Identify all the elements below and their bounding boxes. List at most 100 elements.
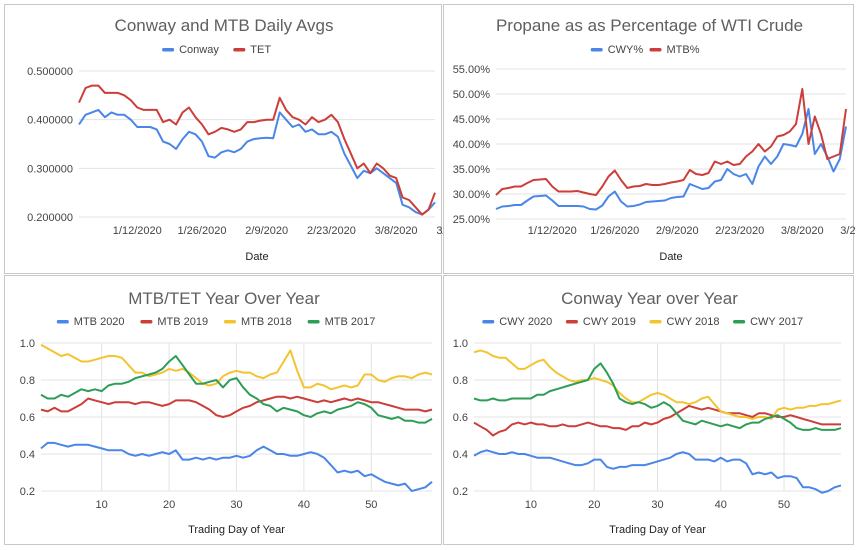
- y-tick-label: 25.00%: [453, 214, 491, 226]
- y-tick-label: 0.200000: [27, 212, 73, 224]
- legend-swatch: [565, 320, 578, 324]
- series-line-mtb-2017[interactable]: [40, 355, 433, 424]
- legend-item[interactable]: MTB 2020: [56, 316, 125, 328]
- x-tick-label: 40: [298, 499, 310, 511]
- y-tick-label: 0.500000: [27, 66, 73, 78]
- legend-item[interactable]: MTB%: [649, 44, 700, 56]
- x-tick-label: 20: [163, 499, 175, 511]
- y-tick-label: 0.2: [453, 486, 468, 498]
- y-tick-label: 0.6: [453, 412, 468, 424]
- y-tick-label: 0.300000: [27, 163, 73, 175]
- y-tick-label: 1.0: [20, 338, 35, 350]
- x-axis-label: Trading Day of Year: [609, 524, 706, 536]
- x-tick-label: 1/12/2020: [113, 225, 162, 237]
- y-tick-label: 35.00%: [453, 164, 491, 176]
- series-line-cwy-2017[interactable]: [473, 362, 842, 431]
- x-axis-label: Date: [245, 251, 268, 263]
- series-line-mtb-[interactable]: [495, 88, 847, 196]
- legend-label: TET: [250, 44, 271, 56]
- legend-item[interactable]: MTB 2018: [224, 316, 292, 328]
- legend-label: MTB 2017: [325, 316, 376, 328]
- y-tick-label: 1.0: [453, 338, 468, 350]
- legend-swatch: [590, 48, 603, 52]
- x-tick-label: 3/22/2020: [840, 225, 855, 237]
- legend-swatch: [649, 48, 662, 52]
- legend-item[interactable]: CWY 2018: [649, 316, 720, 328]
- x-tick-label: 10: [96, 499, 108, 511]
- series-line-cwy-[interactable]: [495, 108, 847, 211]
- x-axis-label: Date: [659, 251, 682, 263]
- x-tick-label: 1/26/2020: [178, 225, 227, 237]
- legend-item[interactable]: MTB 2017: [307, 316, 376, 328]
- legend-label: MTB%: [667, 44, 700, 56]
- y-tick-label: 0.4: [453, 449, 468, 461]
- x-axis-label: Trading Day of Year: [188, 524, 285, 536]
- series-line-cwy-2018[interactable]: [473, 349, 842, 420]
- chart-svg: Conway and MTB Daily Avgs Conway TET 0.2000…: [27, 16, 443, 263]
- chart-svg: Propane as as Percentage of WTI Crude CWY…: [453, 16, 855, 263]
- y-tick-label: 0.400000: [27, 115, 73, 127]
- legend-item[interactable]: CWY 2019: [565, 316, 636, 328]
- chart-panel-propane-pct[interactable]: Propane as as Percentage of WTI Crude CWY…: [443, 4, 855, 274]
- x-tick-label: 1/26/2020: [590, 225, 639, 237]
- legend-swatch: [307, 320, 320, 324]
- y-tick-label: 0.8: [453, 375, 468, 387]
- y-tick-label: 55.00%: [453, 64, 491, 76]
- chart-panel-conway-yoy[interactable]: Conway Year over Year CWY 2020 CWY 2019 CWY…: [443, 275, 854, 545]
- x-tick-label: 30: [230, 499, 242, 511]
- legend-item[interactable]: TET: [233, 44, 271, 56]
- x-tick-label: 3/8/2020: [781, 225, 824, 237]
- series-line-tet[interactable]: [78, 84, 436, 216]
- legend-swatch: [56, 320, 69, 324]
- chart-title: Conway Year over Year: [561, 289, 738, 308]
- legend-item[interactable]: Conway: [162, 44, 219, 56]
- x-tick-label: 50: [365, 499, 377, 511]
- series-line-mtb-2020[interactable]: [40, 441, 433, 492]
- legend-swatch: [233, 48, 246, 52]
- y-tick-label: 0.6: [20, 412, 35, 424]
- legend-swatch: [482, 320, 495, 324]
- legend-swatch: [224, 320, 236, 324]
- y-tick-label: 0.2: [20, 486, 35, 498]
- legend-swatch: [649, 320, 662, 324]
- y-tick-label: 0.4: [20, 449, 35, 461]
- x-tick-label: 50: [778, 499, 790, 511]
- legend-label: Conway: [179, 44, 219, 56]
- legend-item[interactable]: MTB 2019: [140, 316, 208, 328]
- y-tick-label: 50.00%: [453, 89, 491, 101]
- legend-swatch: [733, 320, 746, 324]
- x-tick-label: 3/8/2020: [375, 225, 418, 237]
- legend-item[interactable]: CWY 2017: [733, 316, 803, 328]
- legend-label: MTB 2018: [241, 316, 292, 328]
- series-line-cwy-2020[interactable]: [473, 449, 842, 494]
- x-tick-label: 10: [525, 499, 537, 511]
- chart-panel-conway-mtb[interactable]: Conway and MTB Daily Avgs Conway TET 0.2000…: [4, 4, 443, 274]
- legend-label: CWY 2018: [667, 316, 720, 328]
- x-tick-label: 40: [715, 499, 727, 511]
- x-tick-label: 20: [588, 499, 600, 511]
- chart-title: Conway and MTB Daily Avgs: [115, 16, 334, 35]
- x-tick-label: 30: [651, 499, 663, 511]
- chart-title: Propane as as Percentage of WTI Crude: [496, 16, 803, 35]
- y-tick-label: 0.8: [20, 375, 35, 387]
- legend-label: CWY 2017: [750, 316, 803, 328]
- series-line-conway[interactable]: [78, 108, 436, 216]
- chart-title: MTB/TET Year Over Year: [128, 289, 320, 308]
- x-tick-label: 2/9/2020: [656, 225, 699, 237]
- legend-label: MTB 2020: [74, 316, 125, 328]
- legend-label: MTB 2019: [157, 316, 208, 328]
- x-tick-label: 2/9/2020: [245, 225, 288, 237]
- y-tick-label: 45.00%: [453, 114, 491, 126]
- series-line-mtb-2019[interactable]: [40, 395, 433, 418]
- x-tick-label: 1/12/2020: [528, 225, 577, 237]
- series-line-mtb-2018[interactable]: [40, 343, 433, 391]
- y-tick-label: 40.00%: [453, 139, 491, 151]
- chart-svg: Conway Year over Year CWY 2020 CWY 2019 CWY…: [453, 289, 842, 536]
- legend-item[interactable]: CWY%: [590, 44, 644, 56]
- x-tick-label: 2/23/2020: [715, 225, 764, 237]
- chart-panel-mtb-tet-yoy[interactable]: MTB/TET Year Over Year MTB 2020 MTB 2019 MT…: [4, 275, 442, 545]
- legend-item[interactable]: CWY 2020: [482, 316, 552, 328]
- legend-label: CWY 2019: [583, 316, 636, 328]
